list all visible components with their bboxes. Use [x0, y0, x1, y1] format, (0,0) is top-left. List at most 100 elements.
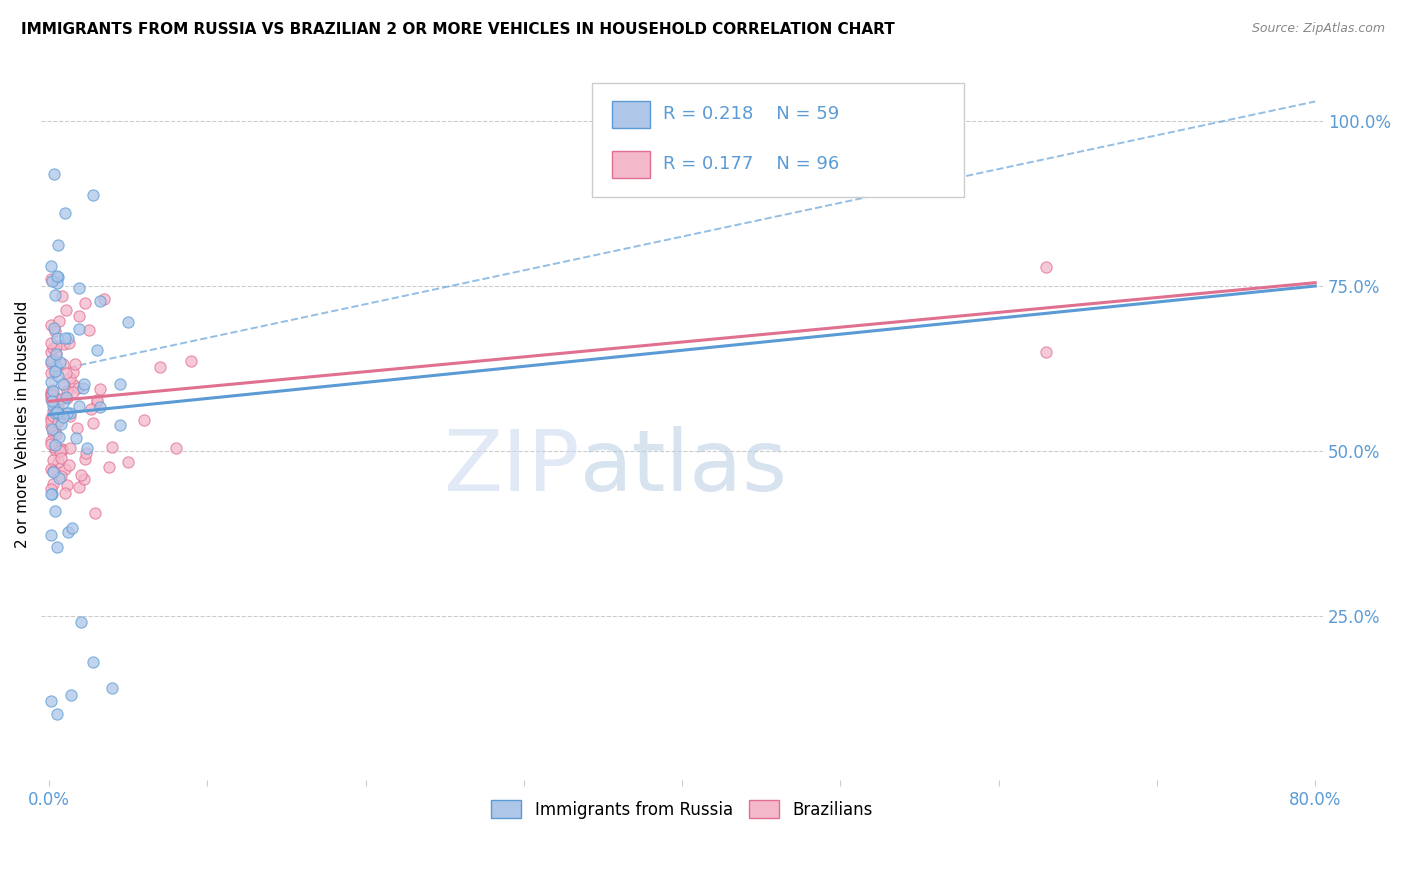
Point [67, 399, 90, 413]
Text: R = 0.177    N = 96: R = 0.177 N = 96 [662, 154, 839, 172]
Point [62, 378, 84, 392]
Point [93, 292, 115, 306]
Point [82, 655, 104, 669]
Point [110, 418, 132, 433]
Point [42, 399, 65, 413]
Point [42, 465, 65, 479]
Point [45, 347, 67, 361]
Point [110, 376, 132, 391]
Point [56, 331, 79, 345]
Point [48, 471, 70, 485]
Point [1035, 345, 1057, 359]
Point [60, 520, 83, 534]
Point [86, 392, 108, 407]
Point [42, 409, 65, 424]
Point [73, 472, 96, 486]
Point [1035, 260, 1057, 274]
Point [42, 477, 65, 491]
Point [83, 506, 105, 520]
Text: R = 0.218    N = 59: R = 0.218 N = 59 [662, 104, 839, 123]
Point [42, 440, 65, 454]
Point [45, 541, 67, 555]
Point [44, 390, 66, 404]
Point [44, 398, 66, 412]
Point [49, 468, 72, 483]
Point [117, 455, 139, 469]
Point [65, 431, 87, 445]
Point [39, 418, 62, 433]
Point [39, 385, 62, 400]
Point [39, 344, 62, 359]
Point [48, 430, 70, 444]
Legend: Immigrants from Russia, Brazilians: Immigrants from Russia, Brazilians [485, 793, 880, 825]
Point [86, 394, 108, 409]
Point [41, 352, 63, 367]
Text: IMMIGRANTS FROM RUSSIA VS BRAZILIAN 2 OR MORE VEHICLES IN HOUSEHOLD CORRELATION : IMMIGRANTS FROM RUSSIA VS BRAZILIAN 2 OR… [21, 22, 894, 37]
Point [44, 406, 66, 420]
Point [80, 401, 103, 416]
Point [41, 422, 63, 436]
Point [73, 451, 96, 466]
Point [39, 366, 62, 380]
Point [58, 458, 80, 472]
Point [41, 486, 63, 500]
Point [89, 293, 111, 308]
Point [39, 411, 62, 425]
Point [42, 167, 65, 181]
Point [39, 436, 62, 450]
Point [41, 388, 63, 402]
Point [86, 343, 108, 357]
Point [180, 354, 202, 368]
Point [48, 408, 70, 422]
Point [52, 396, 75, 410]
Point [39, 375, 62, 389]
Point [42, 425, 65, 440]
Point [59, 406, 82, 420]
Point [73, 295, 96, 310]
Point [39, 414, 62, 428]
Text: ZIP: ZIP [443, 425, 579, 508]
Point [45, 268, 67, 283]
Point [62, 365, 84, 379]
Point [39, 272, 62, 286]
Point [58, 524, 80, 539]
Point [52, 377, 75, 392]
Point [53, 206, 76, 220]
Point [49, 355, 72, 369]
Point [53, 378, 76, 392]
Point [132, 413, 155, 427]
Point [97, 459, 120, 474]
Point [55, 406, 77, 420]
Point [89, 382, 111, 396]
Point [42, 320, 65, 334]
Point [45, 426, 67, 441]
Point [49, 450, 72, 465]
Point [44, 324, 66, 338]
Point [101, 440, 124, 454]
Point [48, 270, 70, 285]
Point [44, 424, 66, 438]
Point [46, 401, 69, 415]
Point [63, 357, 86, 371]
Point [39, 462, 62, 476]
FancyBboxPatch shape [612, 101, 650, 128]
Point [49, 417, 72, 432]
Y-axis label: 2 or more Vehicles in Household: 2 or more Vehicles in Household [15, 301, 30, 548]
Point [39, 335, 62, 350]
Point [149, 359, 172, 374]
Point [48, 314, 70, 328]
FancyBboxPatch shape [612, 151, 650, 178]
Point [52, 357, 75, 371]
Point [73, 377, 96, 392]
Point [67, 322, 90, 336]
Point [39, 259, 62, 273]
Point [165, 441, 187, 455]
Point [53, 486, 76, 500]
Point [89, 400, 111, 414]
Point [55, 391, 77, 405]
Point [42, 341, 65, 355]
Point [59, 371, 82, 385]
Point [46, 237, 69, 252]
Point [46, 276, 69, 290]
Point [53, 462, 76, 476]
